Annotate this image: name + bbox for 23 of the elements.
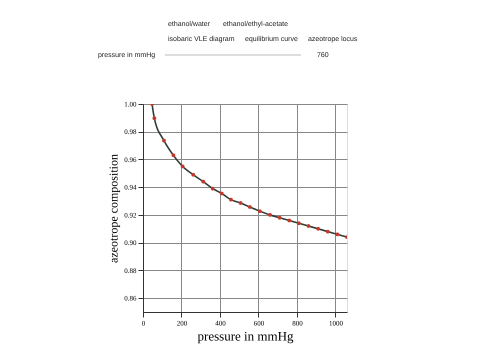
point [316,226,320,231]
point [229,198,233,202]
point [268,213,272,217]
point [201,180,206,184]
point [152,116,156,120]
point [326,230,330,234]
point [238,201,242,205]
point [180,164,185,168]
point [162,138,166,142]
x-axis-title: pressure in mmHg [197,328,294,344]
line-series [151,104,347,238]
point [287,218,292,222]
point [336,232,340,236]
point [210,186,215,190]
point [191,172,196,177]
point [278,216,282,220]
point [172,153,176,158]
point [297,221,301,226]
point [258,209,262,214]
point [220,192,224,196]
point [248,205,252,209]
point [306,224,310,228]
y-axis-title: azeotrope composition [106,154,120,263]
